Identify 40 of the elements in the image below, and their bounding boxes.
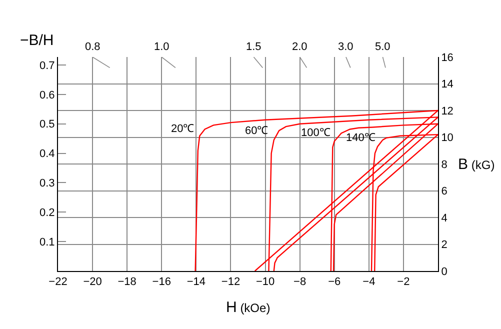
x-tick-label: −10	[256, 276, 275, 288]
series-label: 60℃	[245, 125, 268, 137]
series-label: 20℃	[171, 123, 194, 135]
y-tick-label: 2	[441, 239, 448, 252]
series-label: 140℃	[346, 132, 376, 144]
y-tick-label: 10	[441, 132, 454, 144]
x-tick-label: −4	[362, 276, 376, 288]
y-axis-title: B (kG)	[458, 156, 495, 173]
y-tick-label: 14	[441, 78, 454, 91]
series-label: 1.5	[246, 41, 262, 53]
x-tick-label: −20	[83, 276, 102, 288]
series-label: 100℃	[301, 127, 330, 139]
y-tick-label: 4	[441, 212, 448, 224]
series-label: 3.0	[338, 41, 354, 53]
y2-tick-label: 0.7	[40, 60, 55, 72]
y-tick-label: 6	[441, 186, 448, 198]
x-tick-label: −2	[397, 276, 410, 288]
x-axis-title: H (kOe)	[226, 299, 270, 316]
x-tick-label: −8	[294, 276, 306, 288]
series-label: 5.0	[375, 41, 390, 53]
y2-tick-label: 0.1	[40, 236, 55, 248]
series-label: 0.8	[85, 41, 100, 53]
x-tick-label: −18	[118, 276, 136, 288]
y-tick-label: 12	[441, 105, 454, 118]
y2-axis-title: −B/H	[20, 32, 54, 49]
series-label: 2.0	[292, 41, 308, 53]
y-tick-label: 16	[441, 52, 454, 64]
y2-tick-label: 0.3	[40, 178, 55, 190]
x-tick-label: −14	[186, 276, 206, 288]
y2-tick-label: 0.2	[40, 207, 55, 219]
x-tick-label: −22	[48, 276, 68, 288]
x-tick-label: −12	[221, 276, 240, 288]
y-tick-label: 8	[441, 158, 448, 171]
y2-tick-label: 0.6	[40, 89, 55, 102]
y-tick-label: 0	[441, 266, 448, 278]
x-tick-label: −16	[152, 276, 171, 288]
x-tick-label: −6	[328, 276, 341, 288]
y2-tick-label: 0.5	[40, 118, 55, 131]
y2-tick-label: 0.4	[40, 148, 55, 160]
series-label: 1.0	[154, 41, 170, 53]
